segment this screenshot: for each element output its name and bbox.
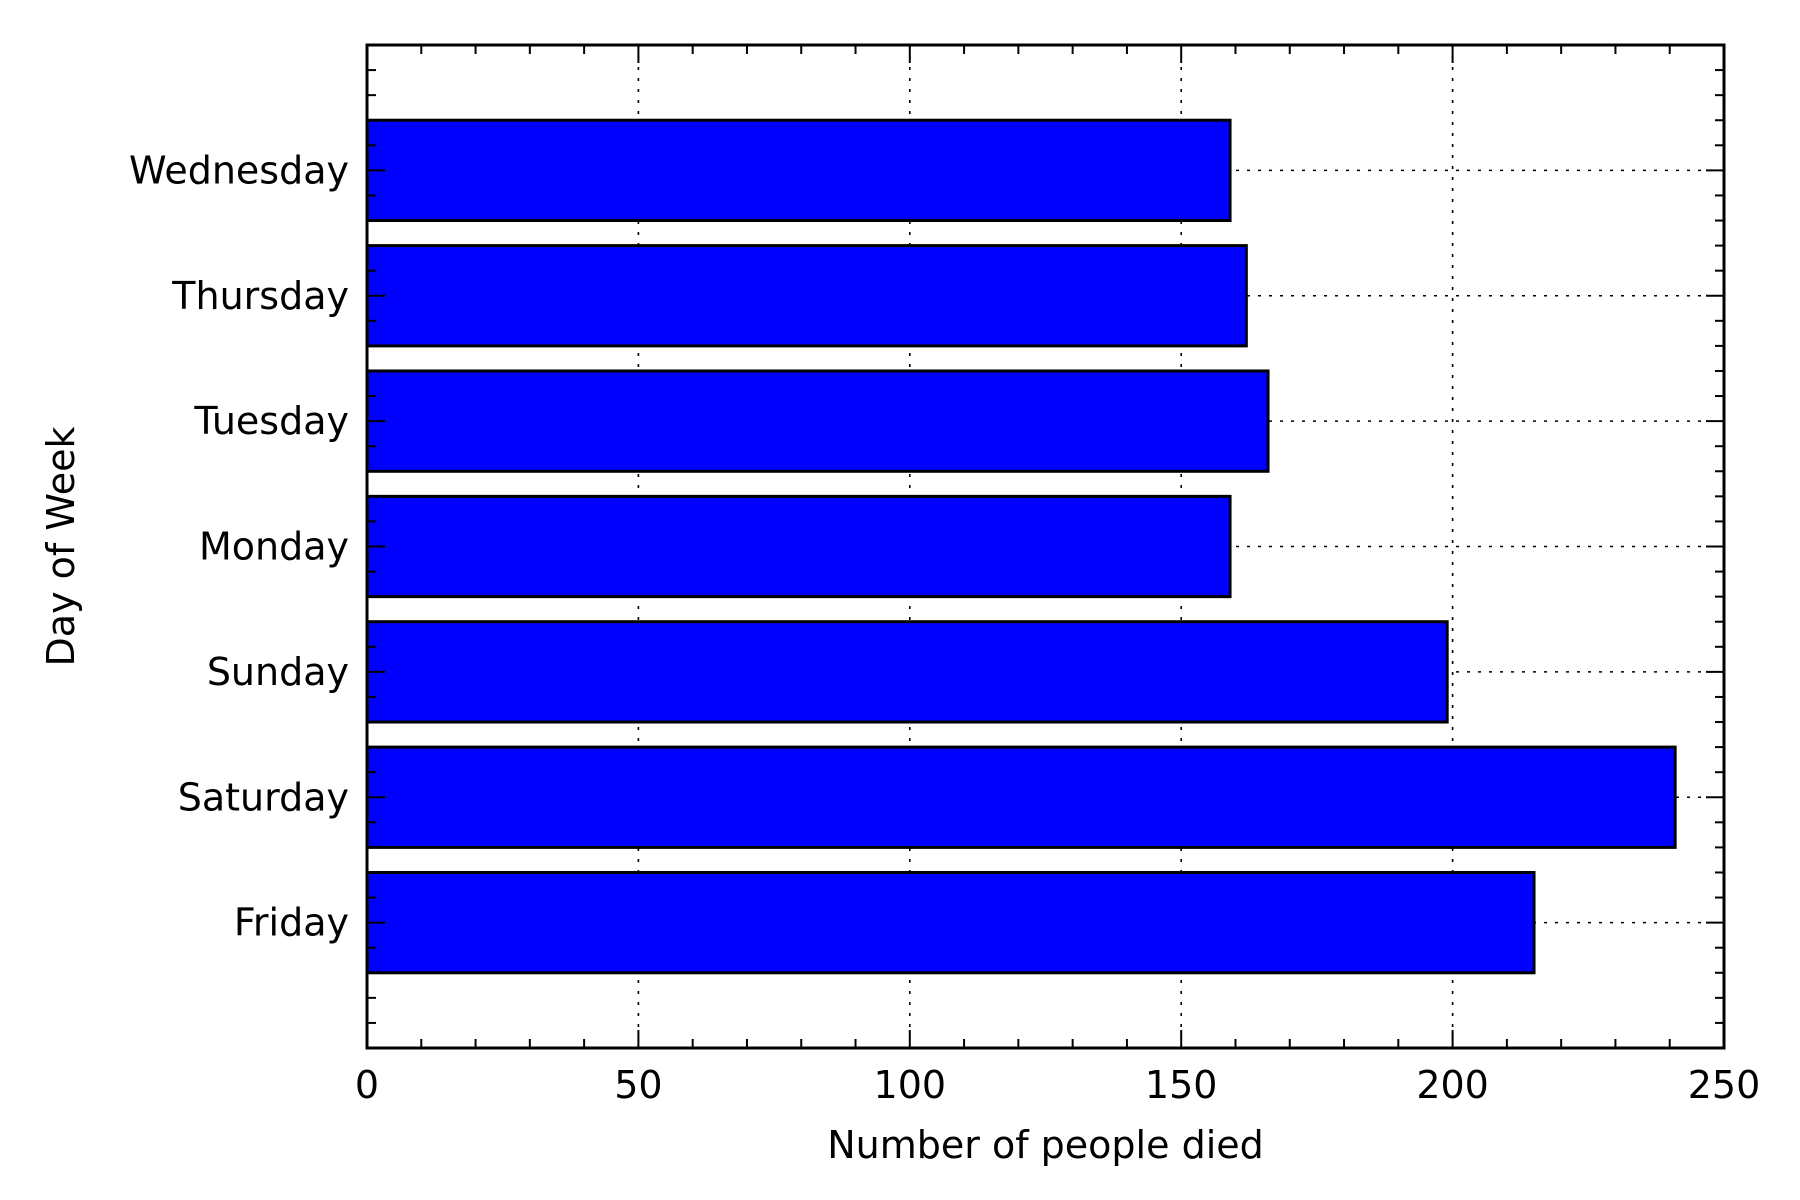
bar-monday [365,494,1232,599]
bar-sunday [365,620,1449,724]
bar-friday [365,870,1536,975]
x-tick-label: 100 [874,1063,947,1107]
y-tick-label: Thursday [171,274,349,318]
x-tick-label: 250 [1688,1063,1761,1107]
x-tick-label: 200 [1416,1063,1489,1107]
bar-saturday [365,745,1677,849]
bar-wednesday [365,118,1232,223]
bar-tuesday [365,369,1270,473]
y-tick-label: Saturday [178,775,349,819]
y-tick-label: Wednesday [129,148,349,192]
x-tick-label: 150 [1145,1063,1218,1107]
x-axis-label: Number of people died [827,1123,1264,1167]
plot-frame [365,43,1726,1050]
bars [365,118,1677,975]
tick-labels: 0 50 100 150 200 250 Friday Saturday Sunday Monda… [129,148,1760,1107]
y-tick-label: Tuesday [193,399,349,443]
y-tick-label: Monday [199,525,349,569]
y-axis-label: Day of Week [39,427,83,667]
x-tick-label: 0 [355,1063,379,1107]
y-tick-label: Sunday [207,650,349,694]
x-tick-label: 50 [614,1063,662,1107]
bar-thursday [365,244,1248,348]
y-tick-label: Friday [234,901,349,945]
